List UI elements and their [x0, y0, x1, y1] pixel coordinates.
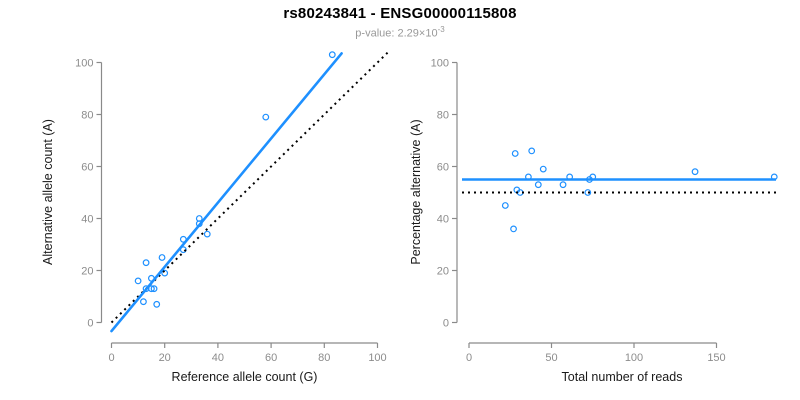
y-axis-label: Percentage alternative (A): [409, 119, 423, 264]
panel-right: 0 20 40 60 80 100 0 50 100 150 Total number of rea…: [409, 58, 778, 384]
x-tick-label: 150: [707, 352, 725, 364]
y-tick-label: 40: [81, 214, 93, 226]
data-point: [153, 300, 161, 308]
y-tick-label: 80: [437, 110, 449, 122]
data-point: [539, 165, 547, 173]
y-axis-label: Alternative allele count (A): [41, 119, 55, 265]
y-tick-label: 60: [81, 162, 93, 174]
data-point: [511, 150, 519, 157]
x-tick-label: 60: [265, 352, 277, 364]
data-point: [147, 285, 155, 293]
data-point: [158, 254, 166, 261]
p-value-text: p-value: 2.29×10: [355, 27, 438, 40]
data-point: [534, 181, 542, 189]
data-point: [528, 147, 536, 155]
regression-line: [110, 52, 343, 333]
data-point: [559, 181, 567, 189]
y-tick-label: 80: [81, 110, 93, 122]
panel-left: 0 20 40 60 80 100 0 20 40 60 80 100 Reference allele…: [41, 51, 389, 384]
data-point: [140, 298, 147, 306]
data-point: [142, 259, 150, 267]
x-tick-label: 80: [318, 352, 330, 364]
y-tick-label: 100: [431, 58, 449, 70]
y-tick-label: 40: [437, 214, 449, 226]
data-point: [134, 277, 142, 285]
data-point: [501, 202, 509, 209]
data-point: [691, 168, 699, 176]
y-tick-label: 0: [87, 318, 93, 330]
x-tick-label: 40: [212, 352, 224, 364]
p-value-exponent: -3: [437, 25, 445, 34]
data-point: [584, 189, 592, 196]
data-point: [510, 225, 517, 233]
data-point: [195, 215, 203, 222]
y-tick-label: 0: [443, 318, 449, 330]
x-tick-label: 0: [108, 352, 114, 364]
x-axis-label: Total number of reads: [562, 370, 683, 384]
data-point: [203, 230, 211, 238]
x-tick-label: 50: [545, 352, 557, 364]
y-tick-label: 60: [437, 162, 449, 174]
figure-subtitle: p-value: 2.29×10-3: [0, 25, 800, 40]
data-point: [161, 269, 169, 277]
x-tick-label: 0: [466, 352, 472, 364]
y-tick-label: 20: [437, 266, 449, 278]
x-tick-label: 100: [625, 352, 643, 364]
data-point: [328, 51, 336, 59]
identity-line: [110, 51, 389, 324]
y-tick-label: 20: [81, 266, 93, 278]
x-tick-label: 20: [159, 352, 171, 364]
figure-title: rs80243841 - ENSG00000115808: [283, 5, 517, 22]
data-point: [150, 285, 158, 293]
x-tick-label: 100: [368, 352, 386, 364]
data-point: [262, 113, 270, 121]
y-tick-label: 100: [75, 58, 93, 70]
x-axis-label: Reference allele count (G): [172, 370, 318, 384]
